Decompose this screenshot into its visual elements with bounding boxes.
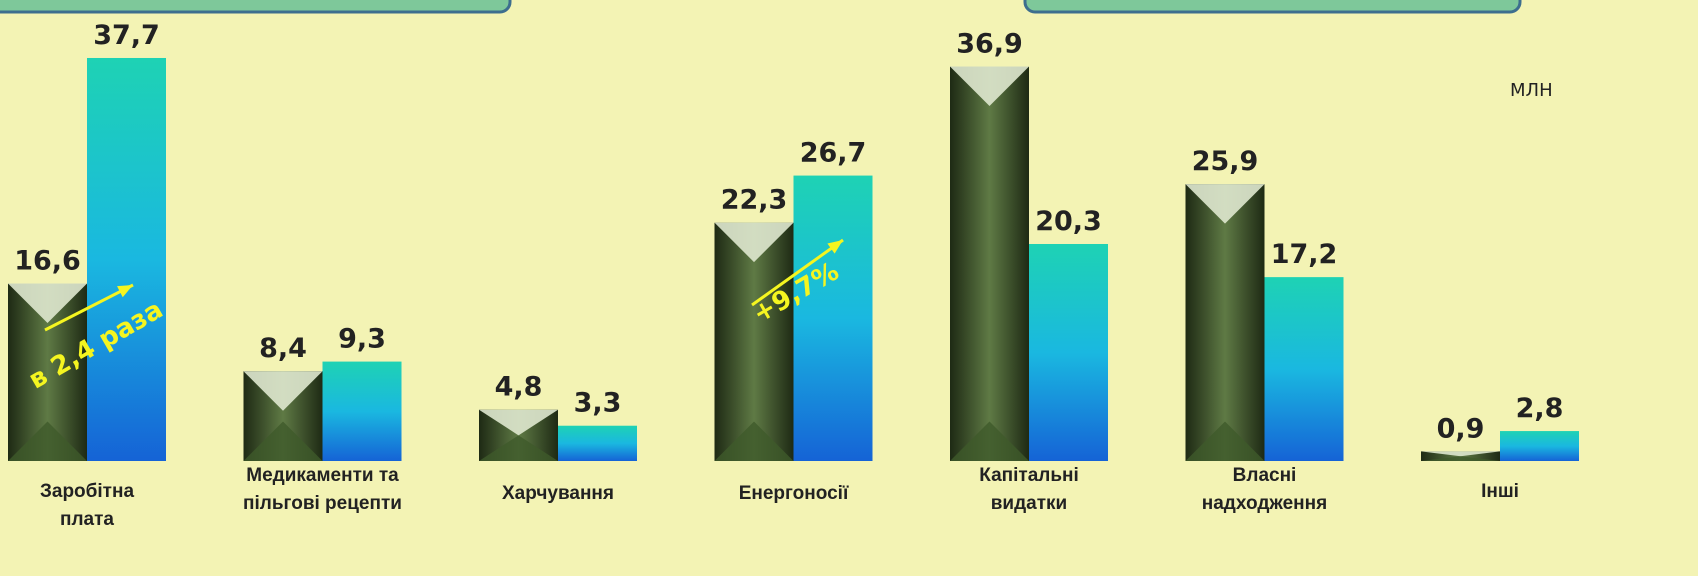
x-tick-label: Інші [1481,481,1519,502]
bar-facet [950,66,1029,107]
bar-facet [714,421,794,461]
bar-body [793,175,873,461]
bar-body [1264,277,1344,461]
bar [322,361,402,461]
bar [950,66,1029,461]
bar-body [322,361,402,461]
bar [714,222,794,461]
x-tick-label: Заробітна плата [39,481,135,530]
unit-label: МЛН [1510,80,1553,101]
header-box [0,0,512,14]
bar [1264,277,1344,461]
bar [558,425,637,461]
header-box [1023,0,1522,14]
value-label: 2,8 [1516,393,1564,424]
annotation-arrowhead [117,285,133,298]
annotation-arrow [44,283,134,332]
bar-facet [714,222,794,263]
x-tick-label: Капітальні видатки [979,465,1079,514]
value-label: 3,3 [574,388,622,419]
bar [479,409,558,461]
bar-facet [479,435,558,461]
bar [87,57,166,461]
annotation-arrow [751,238,844,307]
value-label: 36,9 [956,29,1023,60]
bar-facet [243,421,323,461]
bar [1185,184,1265,461]
value-label: 20,3 [1035,206,1102,237]
bar-facet [950,421,1029,461]
value-label: 25,9 [1192,146,1259,177]
value-label: 37,7 [93,20,160,51]
bar-facet [1185,184,1265,224]
bar-body [558,425,637,461]
x-tick-label: Харчування [501,483,614,504]
bar-body [87,57,166,461]
value-label: 26,7 [800,138,867,169]
bar-body [950,66,1029,461]
annotation-arrowhead [827,240,843,254]
value-label: 9,3 [338,324,386,355]
value-label: 17,2 [1271,239,1338,270]
value-label: 22,3 [721,185,788,216]
bar [1500,431,1579,461]
bar-body [1029,243,1108,461]
bar-body [1500,431,1579,461]
x-tick-label: Власні надходження [1201,465,1328,514]
bar-facet [1421,451,1500,457]
value-label: 8,4 [259,333,307,364]
bar [1421,451,1500,461]
value-label: 0,9 [1437,413,1485,444]
bar-facet [243,371,323,411]
bar [1029,243,1108,461]
value-label: 4,8 [495,372,543,403]
bar-facet [1185,421,1265,461]
bar [8,283,87,461]
bar-body [714,222,794,461]
x-tick-label: Енергоносії [738,483,849,504]
bar-facet [8,421,87,461]
bar-facet [479,409,558,436]
bar-facet [1421,456,1500,461]
bar-facet [8,283,87,324]
value-label: 16,6 [14,246,81,277]
bar [793,175,873,461]
bar-body [1185,184,1265,461]
x-tick-label: Медикаменти та пільгові рецепти [243,465,402,514]
bar [243,371,323,461]
